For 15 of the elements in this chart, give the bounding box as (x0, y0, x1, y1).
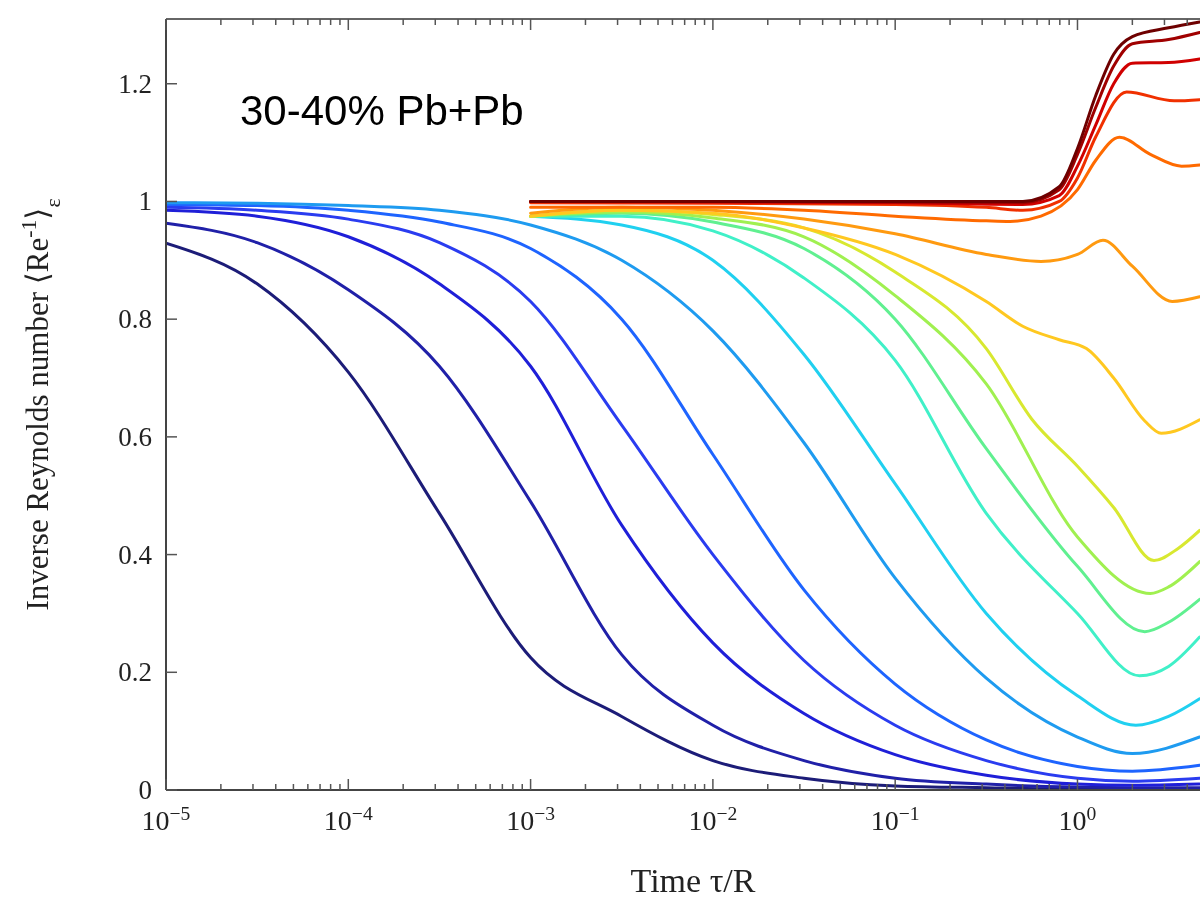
x-tick-label: 10$^{−2}$ (688, 802, 738, 836)
x-tick-label: 10$^{0}$ (1058, 802, 1097, 836)
y-tick-label: 0.8 (118, 304, 152, 335)
x-tick-label: 10$^{−5}$ (141, 802, 191, 836)
x-tick-label: 10$^{−1}$ (870, 802, 920, 836)
y-tick-label: 0.2 (118, 657, 152, 688)
y-tick-label: 1.2 (118, 68, 152, 99)
y-tick-label: 0.4 (118, 539, 153, 570)
annotation: 30-40% Pb+Pb (240, 87, 524, 134)
x-axis-title: Time τ/R (630, 862, 756, 899)
y-tick-label: 0.6 (118, 421, 152, 452)
y-tick-label: 0 (138, 775, 152, 805)
y-tick-label: 1 (138, 186, 152, 217)
x-tick-label: 10$^{−4}$ (323, 802, 373, 836)
x-tick-label: 10$^{−3}$ (506, 802, 556, 836)
